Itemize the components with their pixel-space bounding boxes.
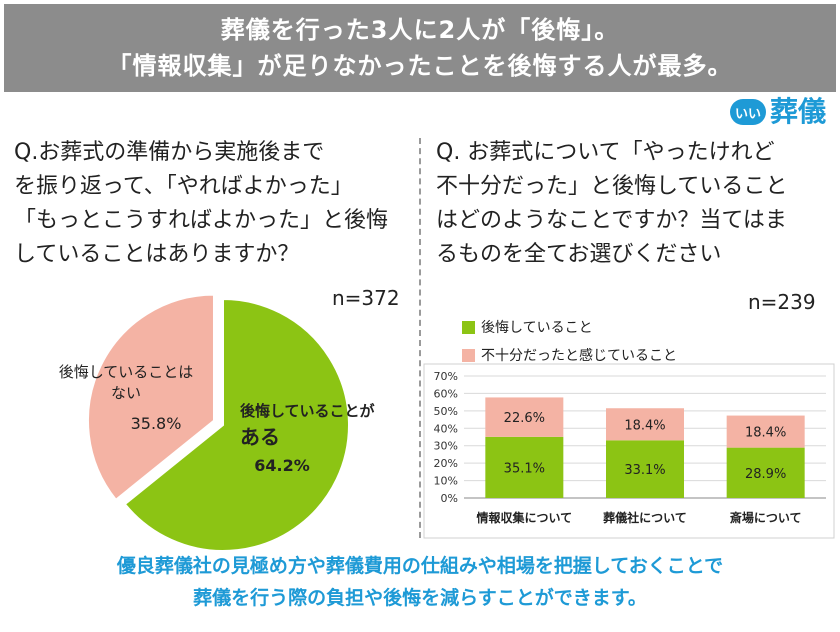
category-label: 葬儀社について bbox=[603, 510, 687, 525]
bar-segment-insufficient bbox=[726, 415, 805, 448]
bar-chart-frame bbox=[423, 363, 835, 539]
headline-line-1: 葬儀を行った3人に2人が「後悔」。 bbox=[220, 16, 620, 44]
category-label: 斎場について bbox=[730, 510, 802, 525]
pie-label-no-regret-line: 後悔していることは bbox=[58, 363, 194, 381]
pie-label-regret: 後悔していることが ある bbox=[240, 400, 420, 450]
left-sample-size: n=372 bbox=[332, 286, 400, 310]
headline-line-2: 「情報収集」が足りなかったことを後悔する人が最多。 bbox=[107, 52, 733, 80]
pie-slice-no-regret bbox=[87, 293, 215, 502]
y-tick-label: 50% bbox=[434, 405, 458, 418]
left-question-line: を振り返って、「やればよかった」 bbox=[14, 174, 353, 199]
bar-value-label: 22.6% bbox=[504, 411, 545, 426]
right-question-line: Q. お葬式について「やったけれど bbox=[436, 140, 775, 165]
bar-segment-insufficient bbox=[485, 397, 564, 437]
legend-item-regret: 後悔していること bbox=[462, 316, 677, 338]
y-tick-label: 0% bbox=[441, 492, 458, 505]
bar-segment-insufficient bbox=[606, 408, 684, 441]
pie-label-no-regret: 後悔していることは ない bbox=[26, 361, 226, 403]
y-tick-label: 40% bbox=[434, 422, 458, 435]
right-question-line: はどのようなことですか？当てはま bbox=[436, 208, 787, 233]
bar-value-label: 35.1% bbox=[504, 461, 545, 476]
left-question-line: していることはありますか？ bbox=[14, 242, 300, 267]
brand-logo: いい 葬儀 bbox=[729, 95, 826, 128]
right-question-line: るものを全てお選びください bbox=[436, 242, 722, 267]
conclusion: 優良葬儀社の見極め方や葬儀費用の仕組みや相場を把握しておくことで 葬儀を行う際の… bbox=[0, 550, 840, 614]
bar-value-label: 18.4% bbox=[745, 426, 786, 441]
panel-divider bbox=[419, 138, 421, 538]
pie-label-no-regret-line: ない bbox=[110, 384, 141, 402]
conclusion-line-2: 葬儀を行う際の負担や後悔を減らすことができます。 bbox=[193, 587, 647, 609]
bar-value-label: 18.4% bbox=[624, 418, 665, 433]
right-question-line: 不十分だった」と後悔していること bbox=[436, 174, 788, 199]
pie-value-regret: 64.2% bbox=[254, 456, 310, 475]
left-question: Q.お葬式の準備から実施後まで を振り返って、「やればよかった」 「もっとこうす… bbox=[14, 136, 414, 272]
brand-name: 葬儀 bbox=[769, 95, 826, 128]
category-label: 情報収集について bbox=[477, 510, 573, 525]
conclusion-line-1: 優良葬儀社の見極め方や葬儀費用の仕組みや相場を把握しておくことで bbox=[116, 555, 724, 577]
y-tick-label: 20% bbox=[434, 457, 458, 470]
left-question-line: 「もっとこうすればよかった」と後悔 bbox=[14, 208, 389, 233]
legend-item-insufficient: 不十分だったと感じていること bbox=[462, 344, 677, 366]
legend-swatch-pink bbox=[462, 348, 475, 362]
bar-value-label: 33.1% bbox=[624, 463, 665, 478]
pie-label-regret-line: 後悔していることが bbox=[240, 402, 375, 420]
bar-legend: 後悔していること 不十分だったと感じていること bbox=[462, 316, 677, 372]
headline-banner: 葬儀を行った3人に2人が「後悔」。 「情報収集」が足りなかったことを後悔する人が… bbox=[4, 4, 836, 92]
bar-segment-regret bbox=[726, 447, 805, 498]
right-question: Q. お葬式について「やったけれど 不十分だった」と後悔していること はどのよう… bbox=[436, 136, 836, 272]
pie-slice-regret bbox=[123, 297, 350, 552]
brand-badge: いい bbox=[729, 99, 766, 125]
bar-segment-regret bbox=[485, 436, 564, 498]
bar-segment-regret bbox=[606, 440, 684, 498]
pie-label-regret-line: ある bbox=[240, 425, 280, 449]
y-tick-label: 70% bbox=[434, 370, 458, 383]
y-tick-label: 60% bbox=[434, 387, 458, 400]
bar-value-label: 28.9% bbox=[745, 467, 786, 482]
legend-label-regret: 後悔していること bbox=[481, 320, 593, 336]
pie-value-no-regret: 35.8% bbox=[130, 414, 182, 433]
legend-label-insufficient: 不十分だったと感じていること bbox=[481, 348, 677, 364]
y-tick-label: 30% bbox=[434, 440, 458, 453]
left-question-line: Q.お葬式の準備から実施後まで bbox=[14, 140, 325, 165]
right-sample-size: n=239 bbox=[748, 290, 816, 314]
legend-swatch-green bbox=[462, 320, 475, 334]
y-tick-label: 10% bbox=[434, 475, 458, 488]
